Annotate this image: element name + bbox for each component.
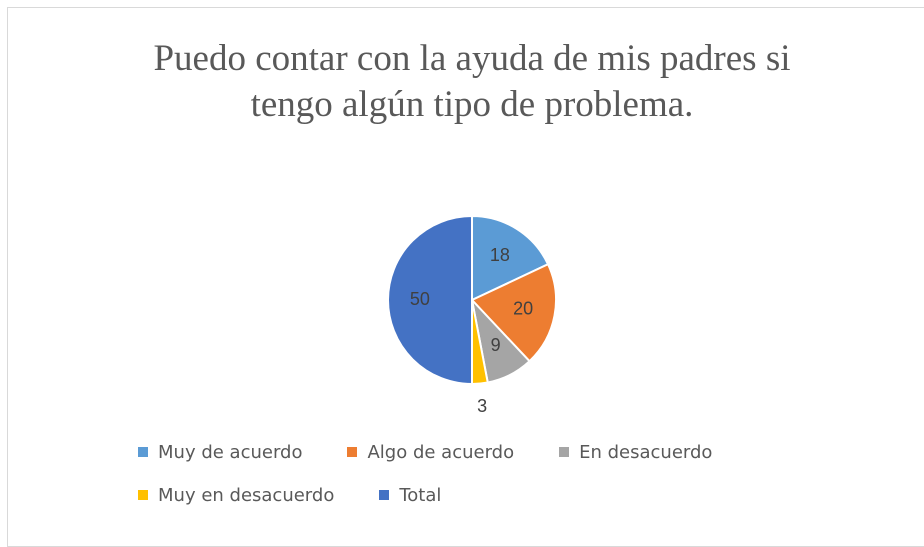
legend-swatch <box>138 447 148 457</box>
legend: Muy de acuerdo Algo de acuerdo En desacuer… <box>138 440 778 507</box>
legend-swatch <box>379 490 390 500</box>
legend-swatch <box>559 447 570 457</box>
legend-swatch <box>347 447 358 457</box>
chart-title: Puedo contar con la ayuda de mis padres … <box>153 38 791 125</box>
legend-item: Total <box>379 483 441 507</box>
pie-slice <box>470 262 557 363</box>
chart: 18 20 9 3 50 <box>387 214 557 416</box>
data-label: 9 <box>491 335 501 355</box>
data-label: 3 <box>477 396 487 416</box>
legend-swatch <box>138 490 148 500</box>
pie-slice <box>471 214 550 302</box>
page: Puedo contar con la ayuda de mis padres … <box>7 7 924 547</box>
data-label: 18 <box>490 245 510 265</box>
legend-label: Total <box>399 484 442 506</box>
legend-label: Muy en desacuerdo <box>158 484 335 506</box>
legend-item: En desacuerdo <box>559 440 712 464</box>
legend-label: En desacuerdo <box>579 441 713 463</box>
legend-item: Muy de acuerdo <box>138 440 302 464</box>
legend-label: Algo de acuerdo <box>367 441 515 463</box>
legend-item: Algo de acuerdo <box>347 440 514 464</box>
legend-label: Muy de acuerdo <box>158 441 303 463</box>
pie-slice <box>387 214 473 386</box>
data-label: 50 <box>410 289 430 309</box>
data-label: 20 <box>513 299 533 319</box>
legend-item: Muy en desacuerdo <box>138 483 334 507</box>
